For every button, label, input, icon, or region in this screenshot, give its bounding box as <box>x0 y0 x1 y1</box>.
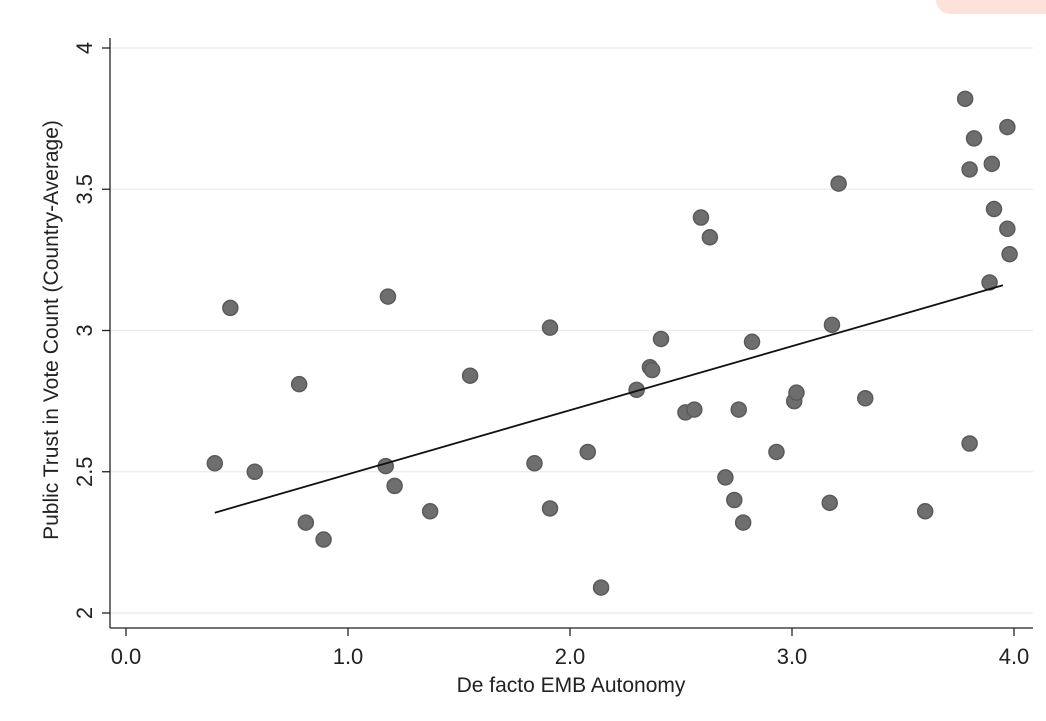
scatter-point <box>999 220 1016 238</box>
scatter-point <box>956 90 974 108</box>
x-tick-label: 4.0 <box>999 644 1030 669</box>
x-tick-label: 1.0 <box>333 644 364 669</box>
scatter-point <box>788 384 805 401</box>
scatter-point <box>579 443 597 461</box>
scatter-point <box>985 200 1003 218</box>
scatter-point <box>643 361 661 379</box>
scatter-point <box>857 390 874 407</box>
scatter-point <box>734 514 752 531</box>
scatter-point <box>206 455 224 472</box>
y-tick-label: 3.5 <box>72 174 97 205</box>
scatter-point <box>830 175 847 192</box>
scatter-point <box>379 288 397 305</box>
scatter-point <box>701 229 719 246</box>
fit-line-group <box>214 284 1004 514</box>
scatter-point <box>628 381 645 399</box>
axis-ticks: 2 2.5 3 3.5 4 0.0 1.0 2.0 3.0 4.0 <box>72 42 1029 669</box>
y-tick-label: 4 <box>72 42 97 54</box>
y-tick-label: 2.5 <box>72 456 97 487</box>
scatter-point <box>983 155 1001 173</box>
scatter-point <box>961 435 978 452</box>
scatter-point <box>377 457 394 475</box>
scatter-point <box>730 401 747 418</box>
axes <box>109 38 1033 629</box>
scatter-point <box>692 209 710 226</box>
scatter-point <box>961 161 978 178</box>
scatter-point <box>1001 245 1018 263</box>
linear-fit-line <box>214 284 1004 514</box>
scatter-point <box>965 130 983 147</box>
scatter-point <box>315 531 332 548</box>
scatter-point <box>686 401 703 418</box>
scatter-point <box>916 503 934 520</box>
y-axis-title: Public Trust in Vote Count (Country-Aver… <box>40 120 63 540</box>
scatter-point <box>592 579 610 596</box>
grid-lines <box>110 47 1033 614</box>
scatter-point <box>246 463 264 480</box>
scatter-point <box>999 118 1016 136</box>
corner-decoration <box>936 0 1046 14</box>
scatter-point <box>743 333 761 351</box>
scatter-point <box>821 494 838 512</box>
scatter-point <box>297 514 315 531</box>
scatter-point <box>541 319 559 336</box>
scatter-point <box>768 443 785 461</box>
scatter-point <box>652 330 670 348</box>
x-axis-title: De facto EMB Autonomy <box>457 674 686 697</box>
scatter-point <box>386 477 403 495</box>
scatter-point <box>541 500 559 517</box>
scatter-point <box>726 491 743 509</box>
scatter-point <box>222 299 239 317</box>
scatter-point <box>290 375 308 393</box>
scatter-point <box>823 316 841 334</box>
scatter-point <box>461 367 479 384</box>
x-tick-label: 2.0 <box>555 644 586 669</box>
y-tick-label: 3 <box>72 324 97 336</box>
x-tick-label: 0.0 <box>111 644 142 669</box>
data-points <box>206 90 1018 596</box>
x-tick-label: 3.0 <box>777 644 808 669</box>
scatter-point <box>421 503 439 520</box>
scatter-point <box>717 469 734 486</box>
scatter-point <box>526 455 543 472</box>
y-tick-label: 2 <box>72 607 97 619</box>
